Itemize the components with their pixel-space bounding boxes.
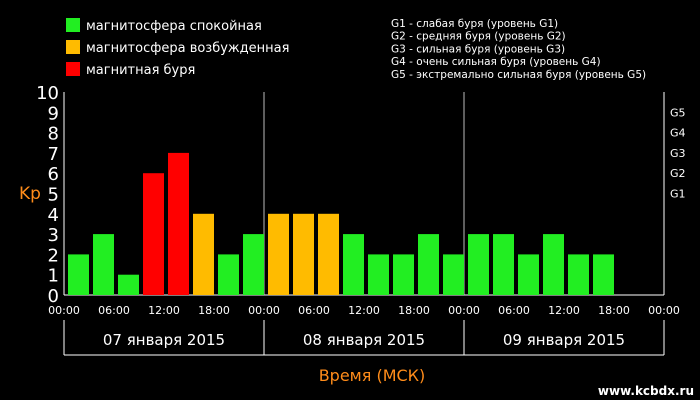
kp-bar: [493, 234, 514, 295]
x-tick-label: 18:00: [198, 304, 230, 317]
kp-bar: [293, 213, 314, 295]
x-tick-labels: 00:00 06:00 12:00 18:00 00:00 06:00 12:00 18:00…: [48, 304, 680, 355]
g-legend-item: G3 - сильная буря (уровень G3): [391, 43, 565, 55]
y-tick-label: 5: [48, 185, 59, 206]
y-tick-label: 7: [48, 144, 59, 165]
legend-label-storm: магнитная буря: [86, 63, 195, 78]
g-tick-labels: G5 G4 G3 G2 G1: [670, 106, 686, 200]
g-tick-label: G4: [670, 127, 686, 140]
kp-bar: [193, 213, 214, 295]
kp-bar: [593, 254, 614, 295]
g-scale-legend: G1 - слабая буря (уровень G1)G2 - средня…: [391, 18, 646, 81]
x-tick-label: 12:00: [348, 304, 380, 317]
kp-bar: [568, 254, 589, 295]
kp-bar: [468, 234, 489, 295]
day-label: 07 января 2015: [103, 331, 225, 349]
legend: магнитосфера спокойная магнитосфера возбу…: [66, 18, 289, 78]
day-label: 08 января 2015: [303, 331, 425, 349]
y-tick-label: 8: [48, 124, 59, 145]
g-tick-label: G3: [670, 147, 686, 160]
day-labels: 07 января 2015 08 января 2015 09 января 20…: [64, 331, 664, 356]
x-tick-label: 00:00: [648, 304, 680, 317]
y-tick-label: 9: [48, 103, 59, 124]
kp-bar: [168, 152, 189, 295]
kp-bar: [143, 173, 164, 295]
bars: [68, 152, 614, 295]
kp-bar: [443, 254, 464, 295]
kp-bar: [268, 213, 289, 295]
g-legend-item: G5 - экстремально сильная буря (уровень …: [391, 69, 646, 81]
kp-bar: [418, 234, 439, 295]
y-tick-label: 10: [36, 83, 59, 104]
legend-label-excited: магнитосфера возбужденная: [86, 41, 289, 56]
kp-bar: [68, 254, 89, 295]
y-tick-label: 3: [48, 225, 59, 246]
y-tick-label: 0: [48, 286, 59, 307]
g-legend-item: G1 - слабая буря (уровень G1): [391, 18, 558, 30]
x-tick-label: 00:00: [48, 304, 80, 317]
kp-bar: [93, 234, 114, 295]
kp-bar: [393, 254, 414, 295]
legend-swatch-quiet: [66, 18, 80, 32]
g-legend-item: G2 - средняя буря (уровень G2): [391, 31, 566, 43]
x-tick-label: 18:00: [598, 304, 630, 317]
g-tick-label: G5: [670, 106, 686, 119]
legend-label-quiet: магнитосфера спокойная: [86, 19, 262, 34]
x-axis-label: Время (МСК): [319, 366, 426, 385]
kp-bar: [243, 234, 264, 295]
kp-bar: [118, 274, 139, 295]
legend-swatch-storm: [66, 62, 80, 76]
x-tick-label: 06:00: [98, 304, 130, 317]
y-tick-label: 6: [48, 164, 59, 185]
x-tick-label: 06:00: [498, 304, 530, 317]
x-tick-label: 00:00: [448, 304, 480, 317]
x-tick-label: 12:00: [148, 304, 180, 317]
y-axis-label: Kp: [19, 184, 41, 204]
y-tick-label: 4: [48, 205, 59, 226]
kp-bar: [518, 254, 539, 295]
x-tick-label: 18:00: [398, 304, 430, 317]
y-tick-label: 1: [48, 266, 59, 287]
g-legend-item: G4 - очень сильная буря (уровень G4): [391, 56, 601, 68]
kp-bar: [343, 234, 364, 295]
x-tick-label: 00:00: [248, 304, 280, 317]
day-label: 09 января 2015: [503, 331, 625, 349]
kp-bar: [543, 234, 564, 295]
watermark: www.kcbdx.ru: [598, 384, 694, 398]
x-tick-label: 06:00: [298, 304, 330, 317]
y-tick-label: 2: [48, 245, 59, 266]
g-tick-label: G1: [670, 188, 686, 201]
kp-bar: [318, 213, 339, 295]
g-tick-label: G2: [670, 167, 686, 180]
legend-swatch-excited: [66, 40, 80, 54]
x-tick-label: 12:00: [548, 304, 580, 317]
kp-bar: [368, 254, 389, 295]
kp-bar: [218, 254, 239, 295]
